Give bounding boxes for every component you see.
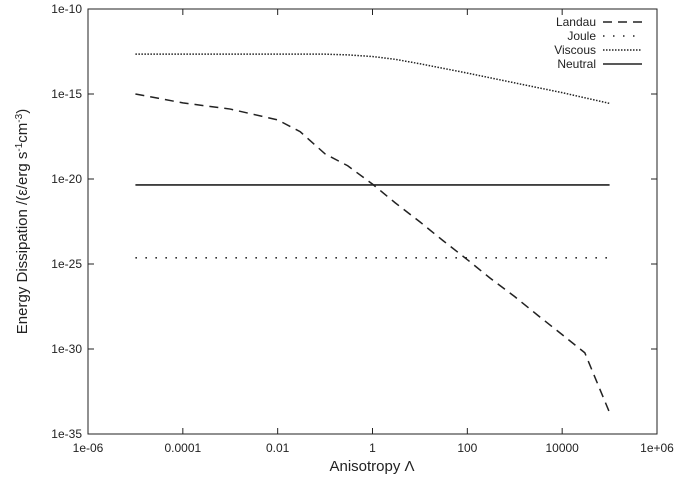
series-lines: [135, 54, 609, 412]
plot-frame: [88, 9, 657, 434]
y-tick-label: 1e-20: [51, 172, 82, 186]
x-tick-label: 1e+06: [640, 441, 674, 455]
legend-label-joule: Joule: [567, 29, 596, 43]
x-tick-label: 10000: [545, 441, 579, 455]
legend-label-landau: Landau: [556, 15, 596, 29]
y-axis-title-end: ): [14, 109, 31, 114]
legend-label-viscous: Viscous: [554, 43, 596, 57]
y-tick-label: 1e-15: [51, 87, 82, 101]
x-ticks: 1e-06 0.0001 0.01 1 100 10000 1e+06: [73, 9, 675, 455]
y-tick-label: 1e-25: [51, 257, 82, 271]
x-tick-label: 1e-06: [73, 441, 104, 455]
y-tick-label: 1e-35: [51, 427, 82, 441]
y-tick-label: 1e-10: [51, 2, 82, 16]
y-tick-label: 1e-30: [51, 342, 82, 356]
series-landau-line: [135, 94, 609, 413]
x-tick-label: 0.0001: [164, 441, 201, 455]
x-tick-label: 0.01: [266, 441, 290, 455]
y-axis-title-main: Energy Dissipation /(ε/erg s: [14, 152, 31, 335]
x-tick-label: 1: [369, 441, 376, 455]
y-axis-title: Energy Dissipation /(ε/erg s-1cm-3): [14, 109, 31, 334]
y-axis-title-mid: cm: [14, 123, 31, 143]
series-viscous-line: [135, 54, 609, 103]
x-axis-title: Anisotropy Λ: [329, 458, 414, 475]
legend-label-neutral: Neutral: [557, 57, 596, 71]
x-tick-label: 100: [457, 441, 477, 455]
